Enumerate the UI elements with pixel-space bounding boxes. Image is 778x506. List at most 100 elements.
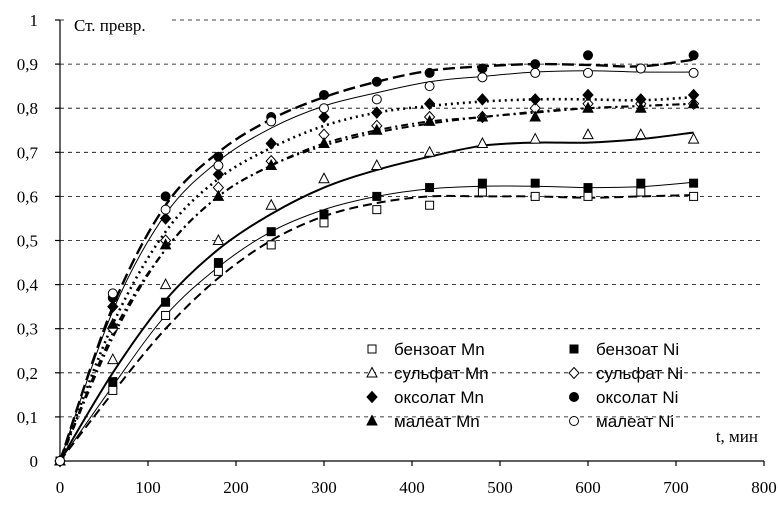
data-point	[634, 128, 647, 140]
data-point	[583, 183, 593, 193]
y-tick-label: 0,5	[17, 232, 38, 251]
legend-label: сульфат Mn	[394, 364, 489, 383]
data-point	[477, 72, 488, 83]
y-tick-label: 0,1	[17, 408, 38, 427]
data-point	[530, 178, 540, 188]
data-point	[372, 205, 382, 215]
x-tick-label: 700	[663, 478, 689, 497]
data-point	[530, 59, 541, 70]
legend-label: оксолат Mn	[394, 388, 484, 407]
y-tick-label: 0,3	[17, 320, 38, 339]
legend-marker	[569, 416, 579, 426]
y-tick-label: 0,2	[17, 364, 38, 383]
legend-marker	[568, 366, 580, 380]
x-tick-label: 200	[223, 478, 249, 497]
data-point	[159, 278, 172, 290]
data-point	[106, 352, 119, 365]
data-point	[583, 67, 593, 78]
data-point	[424, 81, 435, 92]
y-axis-label: Ст. превр.	[74, 16, 146, 35]
data-point	[161, 297, 171, 307]
data-point	[689, 191, 699, 201]
legend-label: малеат Mn	[394, 412, 480, 431]
data-point	[213, 160, 224, 171]
data-point	[371, 94, 382, 105]
data-point	[318, 110, 330, 124]
data-point	[477, 63, 488, 74]
data-point	[582, 88, 594, 102]
data-point	[635, 63, 646, 74]
y-tick-label: 0	[30, 452, 39, 471]
data-point	[370, 123, 383, 135]
data-point	[266, 227, 276, 237]
data-point	[688, 67, 699, 78]
data-point	[265, 137, 277, 150]
data-point	[265, 198, 278, 210]
data-point	[319, 218, 329, 228]
data-point	[370, 158, 383, 171]
data-point	[160, 191, 171, 202]
legend-label: сульфат Ni	[596, 364, 683, 383]
data-points	[54, 50, 700, 468]
data-point	[688, 50, 699, 61]
data-point	[371, 76, 382, 87]
data-point	[319, 209, 329, 219]
data-point	[476, 93, 489, 106]
legend-marker	[569, 344, 579, 354]
data-point	[371, 106, 383, 119]
data-point	[636, 187, 646, 197]
tick-labels: 0 0,1 0,2 0,3 0,4 0,5 0,6 0,7 0,8 0,9 1 0 100 200 300 4…	[17, 11, 777, 497]
data-point	[423, 145, 436, 157]
legend-marker	[366, 390, 378, 404]
data-point	[213, 258, 223, 268]
legend-marker	[366, 414, 378, 426]
data-point	[423, 114, 436, 126]
series-curve	[58, 95, 694, 462]
data-point	[213, 151, 224, 162]
data-point	[582, 101, 594, 113]
data-point	[529, 110, 542, 122]
data-point	[425, 183, 435, 193]
data-point	[212, 189, 225, 201]
axes	[55, 19, 765, 466]
data-point	[530, 67, 541, 78]
legend-label: оксолат Ni	[596, 388, 678, 407]
data-point	[634, 101, 647, 113]
data-point	[425, 200, 435, 210]
x-tick-label: 600	[575, 478, 601, 497]
data-point	[582, 128, 594, 140]
legend-marker	[366, 366, 378, 378]
y-tick-label: 0,7	[17, 143, 39, 162]
data-point	[689, 178, 699, 188]
data-point	[161, 310, 171, 320]
y-tick-label: 0,9	[17, 55, 38, 74]
grid	[60, 19, 764, 418]
x-tick-label: 400	[399, 478, 425, 497]
data-point	[319, 103, 329, 114]
series-curve	[59, 102, 694, 462]
data-point	[265, 158, 278, 171]
data-point	[212, 168, 225, 181]
x-tick-label: 0	[56, 478, 65, 497]
data-point	[530, 191, 540, 201]
series-curve	[59, 131, 694, 462]
data-point	[529, 93, 541, 106]
ylabel-background	[65, 13, 170, 37]
data-point	[372, 191, 382, 201]
data-point	[687, 132, 700, 144]
data-point	[108, 377, 118, 387]
data-point	[636, 178, 646, 188]
data-point	[159, 238, 172, 250]
data-point	[107, 288, 118, 299]
data-point	[529, 132, 542, 144]
y-tick-label: 1	[30, 11, 39, 30]
data-point	[108, 385, 118, 395]
data-point	[476, 110, 489, 122]
data-point	[107, 300, 119, 313]
data-point	[266, 240, 276, 250]
data-point	[423, 97, 436, 111]
y-tick-label: 0,6	[17, 187, 38, 206]
data-point	[159, 212, 172, 225]
legend: бензоат Mn бензоат Ni сульфат Mn сульфат Ni…	[366, 340, 683, 431]
